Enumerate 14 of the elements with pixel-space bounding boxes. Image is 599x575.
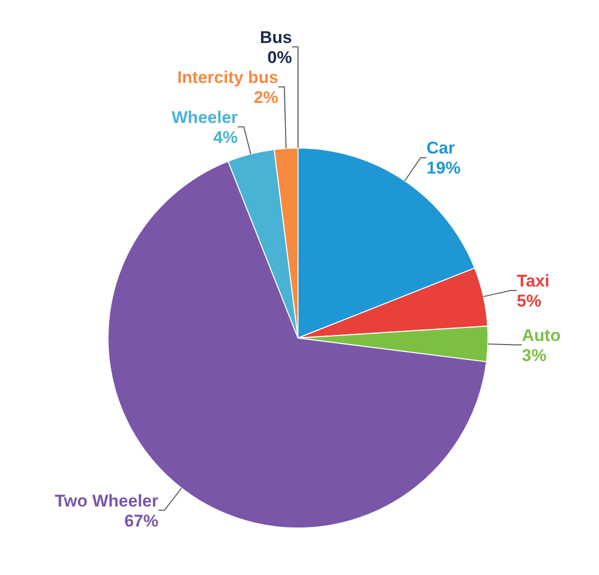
slice-label: Car <box>426 138 456 158</box>
slice-label: Wheeler <box>172 108 238 127</box>
slice-label: Taxi <box>516 271 550 290</box>
slice-label: Auto <box>522 326 561 345</box>
data-label: 4% <box>213 128 238 147</box>
slice-label: Two Wheeler <box>54 491 159 510</box>
data-label: 19% <box>426 158 461 178</box>
text: 0% <box>267 48 292 67</box>
category-label: Bus <box>260 28 292 47</box>
data-label: 67% <box>124 511 158 530</box>
data-label: 2% <box>254 88 278 107</box>
data-label: 3% <box>522 346 546 365</box>
slice-label: Intercity bus <box>177 68 278 87</box>
data-label: 5% <box>516 291 542 310</box>
